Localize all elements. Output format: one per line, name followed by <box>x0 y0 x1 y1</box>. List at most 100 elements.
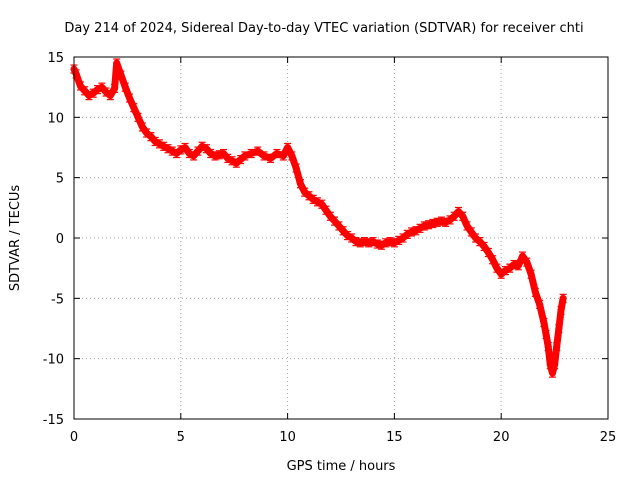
data-point <box>318 199 326 209</box>
data-point <box>309 194 317 204</box>
data-point <box>190 151 198 161</box>
data-point <box>343 230 351 241</box>
x-tick-label: 10 <box>279 430 296 445</box>
data-point <box>322 205 330 215</box>
data-point <box>147 132 155 142</box>
data-point <box>228 156 236 166</box>
x-tick-label: 0 <box>70 430 78 445</box>
data-point <box>559 293 567 303</box>
data-point <box>121 82 129 92</box>
data-point <box>425 220 433 230</box>
data-point <box>382 238 390 248</box>
data-point <box>523 257 531 267</box>
data-point <box>378 240 386 250</box>
y-tick-label: -5 <box>51 292 64 307</box>
data-point <box>403 229 411 239</box>
data-point <box>254 146 262 156</box>
data-point <box>390 238 398 248</box>
y-tick-label: 15 <box>47 51 64 66</box>
data-point <box>463 221 471 231</box>
data-point <box>459 211 467 221</box>
data-point <box>267 153 275 163</box>
data-series <box>70 58 567 378</box>
x-tick-label: 5 <box>177 430 185 445</box>
data-point <box>429 218 437 229</box>
data-point <box>536 299 544 309</box>
data-point <box>386 237 394 247</box>
data-point <box>420 221 428 231</box>
data-point <box>450 211 458 221</box>
data-point <box>501 265 509 276</box>
x-tick-label: 15 <box>386 430 403 445</box>
data-point <box>177 145 185 155</box>
data-point <box>138 122 146 132</box>
x-tick-label: 20 <box>493 430 510 445</box>
data-point <box>198 141 206 151</box>
data-point <box>331 216 339 226</box>
data-point <box>542 329 550 340</box>
data-point <box>215 150 223 160</box>
axis-ticks: 0 5 10 15 20 25 15 10 5 0 -5 -10 -15 <box>43 51 617 445</box>
data-point <box>314 197 322 207</box>
data-point <box>356 238 364 248</box>
data-point <box>544 342 552 352</box>
data-point <box>288 151 296 161</box>
data-point <box>412 226 420 236</box>
data-point <box>493 263 501 273</box>
y-tick-label: -15 <box>43 413 64 428</box>
data-point <box>339 226 347 236</box>
data-point <box>202 144 210 154</box>
data-point <box>168 146 176 156</box>
data-point <box>365 238 373 248</box>
chart-title: Day 214 of 2024, Sidereal Day-to-day VTE… <box>64 21 583 36</box>
data-point <box>241 151 249 161</box>
data-point <box>111 83 119 93</box>
data-point <box>527 269 535 279</box>
data-point <box>555 323 563 334</box>
data-point <box>134 112 142 122</box>
data-point <box>484 247 492 258</box>
data-point <box>407 227 415 237</box>
data-point <box>514 261 522 271</box>
data-point <box>510 259 518 270</box>
data-point <box>360 237 368 247</box>
data-point <box>519 251 527 261</box>
data-point <box>454 206 462 217</box>
x-tick-label: 25 <box>600 430 617 445</box>
data-point <box>185 148 193 159</box>
data-point <box>155 139 163 149</box>
data-point <box>352 237 360 247</box>
data-point <box>113 58 121 68</box>
data-point <box>181 142 189 153</box>
data-point <box>151 136 159 147</box>
data-point <box>130 103 138 113</box>
data-point <box>416 223 424 233</box>
data-point <box>551 360 559 370</box>
data-point <box>326 211 334 221</box>
y-tick-label: -10 <box>43 353 64 368</box>
y-axis-label: SDTVAR / TECUs <box>8 185 23 292</box>
data-point <box>117 70 125 80</box>
series-band <box>70 59 567 377</box>
data-point <box>164 144 172 154</box>
data-point <box>247 148 255 159</box>
data-point <box>553 342 561 352</box>
data-point <box>85 91 93 101</box>
data-point <box>292 163 300 173</box>
data-point <box>476 237 484 247</box>
data-point <box>207 148 215 159</box>
data-point <box>126 93 134 103</box>
data-point <box>335 221 343 231</box>
data-point <box>369 237 377 247</box>
y-tick-label: 5 <box>56 172 64 187</box>
grid-lines <box>74 57 608 419</box>
data-point <box>194 146 202 156</box>
data-point <box>273 148 281 159</box>
y-tick-label: 10 <box>47 111 64 126</box>
data-point <box>160 141 168 151</box>
data-point <box>540 317 548 328</box>
data-point <box>467 227 475 237</box>
data-point <box>395 235 403 246</box>
data-point <box>106 91 114 101</box>
